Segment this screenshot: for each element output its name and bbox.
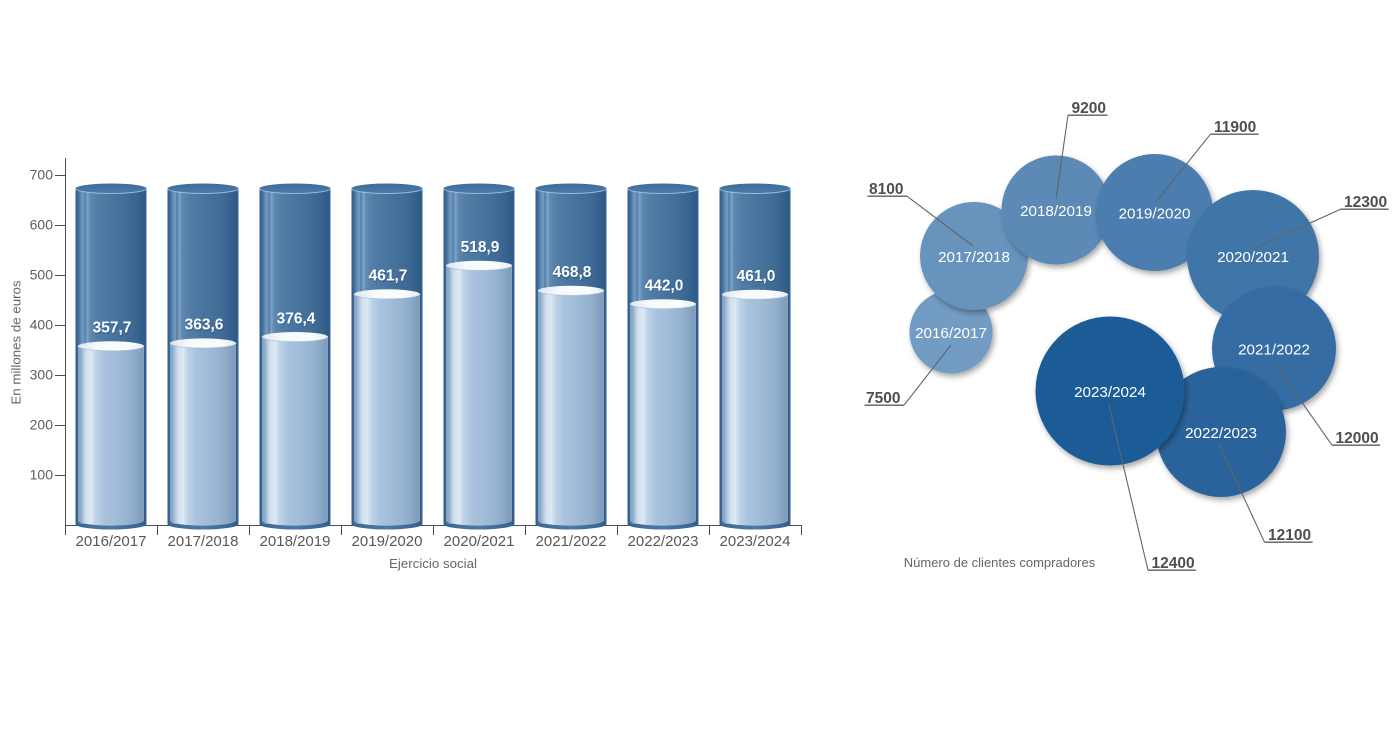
svg-text:2016/2017: 2016/2017 — [76, 533, 147, 550]
svg-text:2019/2020: 2019/2020 — [352, 533, 423, 550]
svg-text:2017/2018: 2017/2018 — [168, 533, 239, 550]
svg-text:12400: 12400 — [1152, 555, 1195, 572]
svg-text:700: 700 — [30, 167, 54, 183]
svg-text:11900: 11900 — [1214, 119, 1256, 136]
svg-text:2018/2019: 2018/2019 — [1020, 203, 1092, 220]
svg-text:461,0: 461,0 — [737, 269, 776, 286]
svg-text:461,7: 461,7 — [369, 269, 408, 286]
svg-text:518,9: 518,9 — [461, 239, 500, 256]
svg-text:12300: 12300 — [1344, 194, 1387, 211]
svg-text:2019/2020: 2019/2020 — [1119, 206, 1191, 223]
svg-text:300: 300 — [30, 367, 54, 383]
svg-text:Número de clientes compradores: Número de clientes compradores — [904, 555, 1096, 570]
svg-text:2022/2023: 2022/2023 — [1185, 425, 1257, 442]
svg-text:2018/2019: 2018/2019 — [260, 533, 331, 550]
svg-text:468,8: 468,8 — [553, 265, 592, 282]
svg-text:200: 200 — [30, 417, 54, 433]
svg-text:2023/2024: 2023/2024 — [720, 533, 791, 550]
svg-text:2021/2022: 2021/2022 — [536, 533, 607, 550]
svg-text:376,4: 376,4 — [277, 312, 316, 329]
svg-text:600: 600 — [30, 217, 54, 233]
svg-text:442,0: 442,0 — [645, 278, 684, 295]
svg-text:357,7: 357,7 — [93, 321, 132, 338]
svg-text:2020/2021: 2020/2021 — [1217, 249, 1289, 266]
svg-text:442,0: 442,0 — [645, 279, 684, 296]
svg-text:Ejercicio social: Ejercicio social — [389, 556, 477, 571]
svg-text:400: 400 — [30, 317, 54, 333]
svg-text:En millones de euros: En millones de euros — [9, 280, 24, 405]
svg-text:461,7: 461,7 — [369, 268, 408, 285]
svg-text:363,6: 363,6 — [185, 317, 224, 334]
svg-text:12000: 12000 — [1336, 430, 1379, 447]
svg-text:2022/2023: 2022/2023 — [628, 533, 699, 550]
svg-text:376,4: 376,4 — [277, 310, 316, 327]
svg-text:2016/2017: 2016/2017 — [915, 325, 987, 342]
svg-text:461,0: 461,0 — [737, 268, 776, 285]
svg-text:9200: 9200 — [1072, 100, 1106, 117]
svg-text:500: 500 — [30, 267, 54, 283]
svg-text:12100: 12100 — [1268, 527, 1311, 544]
svg-text:2017/2018: 2017/2018 — [938, 249, 1010, 266]
svg-text:357,7: 357,7 — [93, 320, 132, 337]
svg-text:2023/2024: 2023/2024 — [1074, 384, 1146, 401]
svg-text:363,6: 363,6 — [185, 318, 224, 335]
svg-text:2020/2021: 2020/2021 — [444, 533, 515, 550]
svg-text:7500: 7500 — [866, 390, 900, 407]
svg-text:2021/2022: 2021/2022 — [1238, 342, 1310, 359]
svg-text:8100: 8100 — [869, 181, 903, 198]
svg-text:100: 100 — [30, 467, 54, 483]
svg-text:518,9: 518,9 — [461, 240, 500, 257]
svg-text:468,8: 468,8 — [553, 264, 592, 281]
